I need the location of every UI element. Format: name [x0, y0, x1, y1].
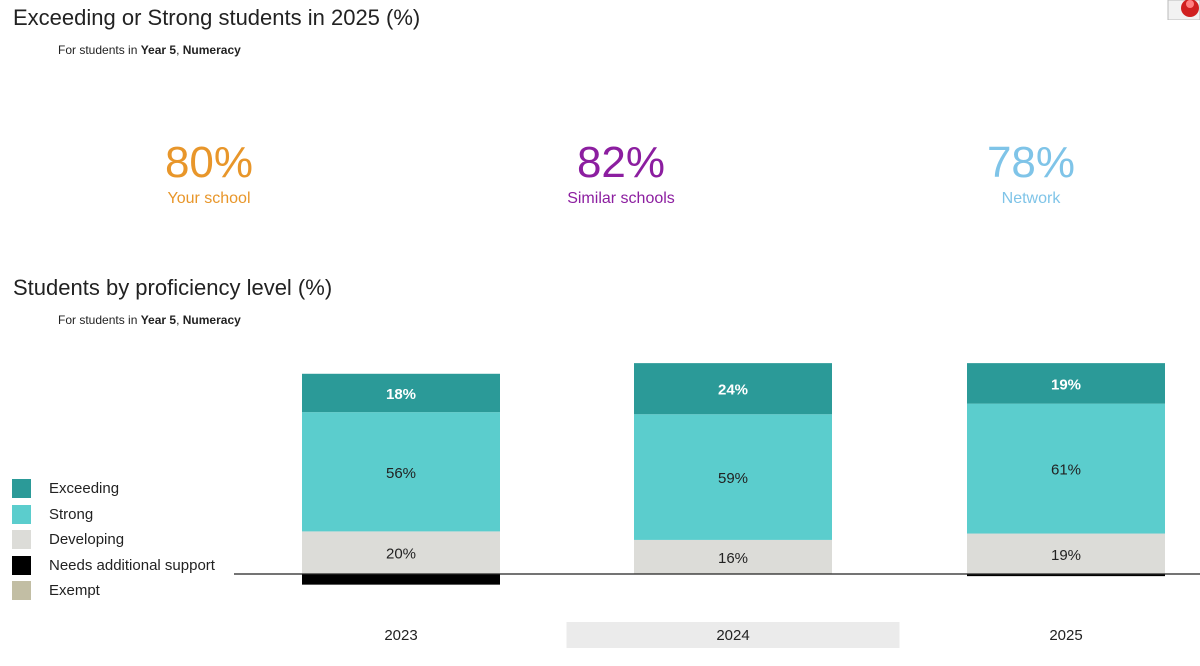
bar-segment-strong[interactable] [302, 412, 500, 532]
kpi-section-subtitle: For students in Year 5, Numeracy [58, 43, 241, 57]
bar-segment-exceeding[interactable] [634, 363, 832, 415]
legend-swatch [12, 530, 31, 550]
category-highlight [566, 622, 900, 648]
kpi-similar-schools: 82% Similar schools [491, 138, 751, 208]
bar-data-label: 19% [1051, 376, 1081, 393]
kpi-label: Your school [167, 190, 251, 207]
bar-data-label: 59% [718, 470, 748, 487]
chart-section-subtitle: For students in Year 5, Numeracy [58, 313, 241, 327]
x-tick-label: 2025 [1049, 627, 1082, 644]
legend-label: Exempt [49, 582, 100, 600]
x-tick-label: 2023 [384, 627, 417, 644]
subtitle-prefix: For students in [58, 43, 141, 57]
legend-swatch [12, 581, 31, 601]
bar-data-label: 18% [386, 386, 416, 403]
bar-segment-strong[interactable] [967, 403, 1165, 534]
legend-swatch [12, 504, 31, 524]
bar-segment-developing[interactable] [302, 531, 500, 574]
legend-swatch [12, 555, 31, 575]
chart-legend: Exceeding Strong Developing Needs additi… [12, 476, 215, 604]
bar-segment-exceeding[interactable] [967, 363, 1165, 404]
bar-segment-developing[interactable] [634, 539, 832, 574]
legend-item-developing[interactable]: Developing [12, 527, 215, 553]
legend-item-strong[interactable]: Strong [12, 502, 215, 528]
x-tick-label: 2024 [716, 627, 749, 644]
kpi-network: 78% Network [901, 138, 1161, 208]
bar-data-label: 24% [718, 382, 748, 399]
kpi-value: 78% [986, 138, 1076, 187]
bar-data-label: 20% [386, 546, 416, 563]
bar-data-label: 19% [1051, 547, 1081, 564]
subtitle-sep: , [176, 313, 183, 327]
legend-item-exceeding[interactable]: Exceeding [12, 476, 215, 502]
legend-swatch [12, 479, 31, 499]
bar-segment-needs-additional-support[interactable] [967, 574, 1165, 577]
user-avatar-icon[interactable] [1166, 0, 1200, 20]
legend-label: Developing [49, 531, 125, 549]
chart-section-title: Students by proficiency level (%) [13, 275, 333, 300]
bar-segment-needs-additional-support[interactable] [302, 574, 500, 585]
kpi-your-school: 80% Your school [79, 138, 339, 208]
bar-data-label: 61% [1051, 462, 1081, 479]
legend-item-exempt[interactable]: Exempt [12, 578, 215, 604]
legend-label: Needs additional support [49, 556, 215, 574]
kpi-label: Network [1001, 190, 1061, 207]
subtitle-sep: , [176, 43, 183, 57]
bar-segment-strong[interactable] [634, 414, 832, 540]
bar-segment-developing[interactable] [967, 533, 1165, 574]
bar-data-label: 16% [718, 550, 748, 567]
legend-label: Strong [49, 505, 94, 523]
subtitle-year: Year 5 [140, 43, 177, 57]
legend-item-needs-support[interactable]: Needs additional support [12, 553, 215, 579]
kpi-value: 80% [164, 138, 254, 187]
subtitle-domain: Numeracy [182, 313, 241, 327]
subtitle-prefix: For students in [58, 313, 141, 327]
kpi-value: 82% [576, 138, 666, 187]
subtitle-year: Year 5 [140, 313, 177, 327]
bar-data-label: 56% [386, 465, 416, 482]
kpi-label: Similar schools [567, 190, 675, 207]
legend-label: Exceeding [49, 480, 120, 498]
kpi-section-title: Exceeding or Strong students in 2025 (%) [13, 5, 421, 30]
subtitle-domain: Numeracy [182, 43, 241, 57]
bar-segment-exceeding[interactable] [302, 373, 500, 413]
